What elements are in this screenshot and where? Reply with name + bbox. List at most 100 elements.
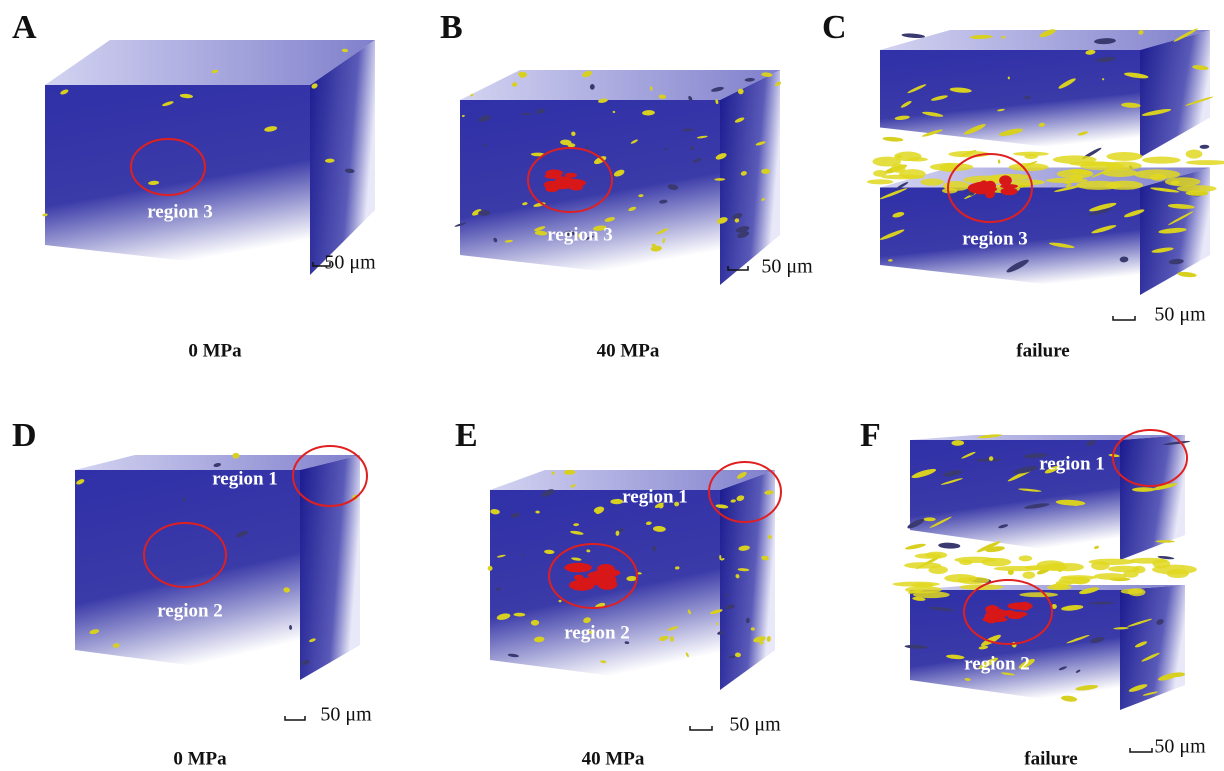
damage — [999, 175, 1012, 185]
particle — [665, 148, 667, 151]
region-label: region 2 — [964, 653, 1030, 674]
caption: 0 MPa — [188, 340, 242, 361]
damage — [569, 580, 595, 591]
caption: failure — [1024, 748, 1077, 769]
crack-debris — [904, 562, 941, 568]
damage — [1012, 612, 1027, 617]
crack-debris — [1024, 154, 1038, 159]
panel: Aregion 3 50 μm 0 MPa — [12, 9, 376, 362]
scale-label: 50 μm — [1154, 736, 1206, 758]
crack-debris — [1094, 573, 1127, 580]
crack-debris — [994, 566, 1042, 571]
damage — [544, 173, 561, 179]
scale-label: 50 μm — [320, 704, 372, 726]
scale-label: 50 μm — [729, 714, 781, 736]
crack-debris — [1106, 181, 1143, 190]
cube-side — [720, 70, 780, 285]
region-label: region 1 — [1039, 453, 1105, 474]
region-label: region 3 — [147, 201, 213, 222]
crack-debris — [1152, 559, 1170, 568]
damage — [564, 563, 592, 573]
crack-debris — [1046, 178, 1088, 183]
scale-label: 50 μm — [324, 252, 376, 274]
crack-debris — [1165, 177, 1201, 186]
panel-label: B — [440, 9, 463, 46]
particle — [998, 159, 1001, 164]
particle — [901, 33, 925, 39]
damage — [985, 181, 995, 188]
crack-debris — [1134, 169, 1180, 179]
crack-debris — [891, 164, 905, 173]
region-label: region 2 — [564, 622, 630, 643]
crack-debris — [1053, 563, 1084, 571]
panel-label: F — [860, 417, 881, 454]
scale-label: 50 μm — [1154, 304, 1206, 326]
panel-label: D — [12, 417, 37, 454]
crack-debris — [1057, 169, 1094, 178]
crack-debris — [1106, 152, 1142, 161]
cube-side — [1120, 435, 1185, 560]
crack-debris — [943, 181, 970, 191]
region-label: region 3 — [962, 228, 1028, 249]
crack-debris — [915, 553, 943, 558]
damage — [587, 571, 614, 579]
crack-debris — [1061, 575, 1097, 580]
damage — [985, 188, 995, 199]
region-label: region 2 — [157, 600, 223, 621]
cube-side — [300, 455, 360, 680]
cube-front — [75, 470, 300, 680]
crack-debris — [1019, 555, 1033, 561]
scale-bar — [1113, 316, 1135, 320]
crack-debris — [1186, 160, 1224, 165]
particle — [882, 136, 903, 142]
cube-front — [45, 85, 310, 275]
crack-debris — [1019, 592, 1058, 597]
region-label: region 1 — [212, 468, 278, 489]
panel-label: C — [822, 9, 847, 46]
damage — [1007, 602, 1032, 609]
crack-debris — [957, 577, 989, 584]
caption: 40 MPa — [597, 340, 660, 361]
crack-debris — [959, 560, 972, 565]
crack-debris — [920, 178, 943, 185]
crack-debris — [1132, 566, 1145, 574]
crack-debris — [1009, 163, 1049, 171]
particle — [951, 440, 964, 446]
crack-debris — [1010, 179, 1045, 185]
crack-debris — [930, 163, 973, 171]
crack-debris — [1142, 157, 1180, 164]
region-label: region 3 — [547, 224, 613, 245]
panel: Cregion 3 50 μm failure — [822, 9, 1224, 362]
scale-bar — [1130, 748, 1152, 752]
crack-debris — [1047, 584, 1071, 590]
crack-debris — [1080, 162, 1124, 170]
scale-bar — [285, 716, 305, 720]
crack-debris — [873, 170, 887, 177]
panel: Bregion 3 50 μm 40 MPa — [440, 9, 813, 362]
cube-side — [720, 470, 775, 690]
particle — [1177, 271, 1197, 278]
panel-label: A — [12, 9, 37, 46]
cube-front — [490, 490, 720, 690]
particle — [905, 543, 926, 551]
scale-label: 50 μm — [761, 256, 813, 278]
cube-side — [1140, 30, 1210, 158]
region-label: region 1 — [622, 486, 688, 507]
crack-debris — [1121, 589, 1143, 594]
caption: failure — [1016, 340, 1069, 361]
particle — [938, 542, 960, 549]
crack-debris — [1167, 569, 1189, 578]
damage — [1001, 187, 1018, 195]
figure: Aregion 3 50 μm 0 MPa Bregion 3 50 μm 40 MPa C… — [0, 0, 1224, 771]
crack-debris — [1023, 571, 1036, 578]
caption: 0 MPa — [173, 748, 227, 769]
cube-front — [880, 50, 1140, 158]
damage — [982, 617, 1007, 622]
crack-debris — [905, 586, 942, 593]
cube-front — [460, 100, 720, 285]
panel-label: E — [455, 417, 478, 454]
crack-debris — [1177, 185, 1217, 192]
damage — [545, 186, 558, 192]
